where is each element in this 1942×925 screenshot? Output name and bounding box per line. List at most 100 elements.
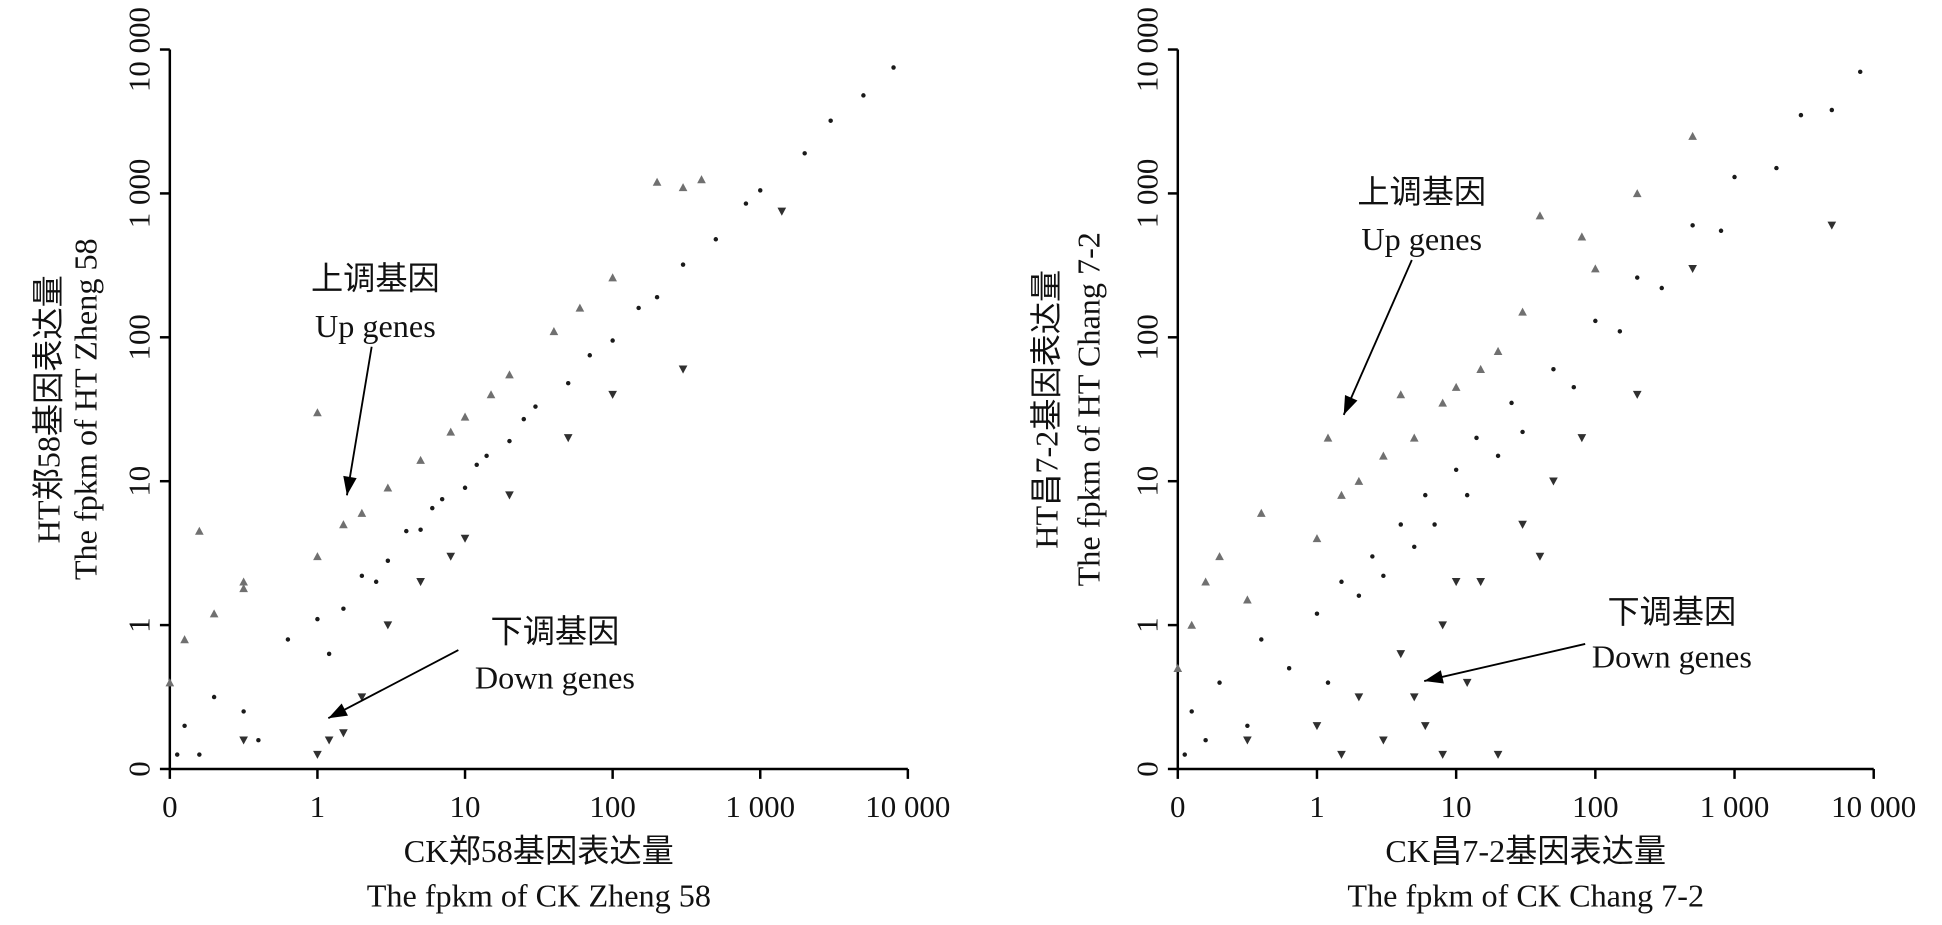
point: [180, 635, 189, 644]
point: [1688, 264, 1697, 273]
y-tick-label: 1: [122, 617, 157, 632]
arrow-line: [327, 649, 459, 720]
point: [1412, 544, 1417, 550]
point: [326, 651, 332, 657]
point: [1396, 390, 1406, 399]
point: [507, 438, 512, 444]
point: [1518, 520, 1527, 529]
point: [777, 207, 787, 216]
point: [239, 577, 248, 586]
point: [1354, 476, 1364, 485]
point: [1591, 264, 1600, 273]
point: [385, 558, 391, 563]
point: [1354, 693, 1364, 702]
point: [1381, 573, 1386, 579]
y-tick-label: 0: [122, 761, 157, 776]
point: [1493, 346, 1503, 355]
point: [1409, 693, 1419, 702]
point: [861, 93, 866, 98]
point: [1551, 367, 1556, 372]
point: [521, 416, 527, 422]
point: [446, 427, 456, 436]
point: [416, 578, 425, 587]
point: [239, 584, 248, 593]
arrow-line: [345, 346, 373, 496]
annotation: 下调基因: [1607, 594, 1736, 630]
y-tick-label: 1: [1130, 617, 1165, 632]
y-tick-label: 10 000: [122, 7, 157, 92]
point: [285, 637, 291, 642]
point: [486, 390, 496, 399]
point: [1462, 678, 1472, 687]
point: [1217, 680, 1222, 685]
x-tick-label: 0: [1170, 789, 1185, 824]
y-tick-label: 0: [1130, 761, 1165, 776]
point: [1243, 595, 1252, 604]
point: [1256, 508, 1266, 517]
annotation: 上调基因: [1357, 174, 1486, 210]
x-tick-label: 1 000: [725, 789, 795, 824]
point: [313, 750, 322, 759]
point: [1339, 579, 1344, 585]
point: [1718, 228, 1724, 234]
x-tick-label: 100: [1572, 789, 1618, 824]
arrow-line: [1342, 259, 1413, 416]
point: [828, 118, 833, 123]
y-axis-title: The fpkm of HT Zheng 58: [68, 238, 104, 580]
point: [1451, 578, 1461, 587]
point: [1312, 722, 1322, 731]
point: [678, 183, 688, 192]
y-tick-label: 10: [122, 466, 157, 497]
point: [1173, 663, 1183, 672]
point: [1423, 492, 1428, 498]
point: [1476, 578, 1486, 587]
arrow-line: [1424, 643, 1586, 682]
point: [1520, 429, 1525, 435]
point: [1323, 433, 1333, 442]
point: [533, 404, 538, 409]
point: [1798, 112, 1804, 118]
point: [1259, 637, 1264, 642]
point: [313, 552, 322, 561]
point: [256, 737, 261, 743]
annotation: Down genes: [475, 659, 635, 695]
x-tick-label: 10: [1441, 789, 1472, 824]
x-tick-label: 10 000: [865, 789, 950, 824]
y-tick-label: 100: [122, 314, 157, 360]
point: [565, 380, 571, 386]
point: [339, 729, 348, 738]
point: [416, 455, 425, 464]
y-axis-title: HT郑58基因表达量: [31, 275, 67, 543]
point: [182, 723, 187, 729]
y-tick-label: 10 000: [1130, 7, 1165, 92]
point: [174, 752, 180, 757]
point: [1409, 433, 1419, 442]
point: [1829, 107, 1835, 113]
y-tick-label: 1 000: [122, 159, 157, 229]
y-axis-title: HT昌7-2基因表达量: [1029, 270, 1065, 549]
point: [743, 201, 749, 206]
point: [505, 491, 514, 500]
point: [1688, 131, 1697, 140]
point: [1396, 650, 1406, 659]
point: [1690, 223, 1695, 228]
point: [1493, 750, 1503, 759]
point: [654, 294, 660, 300]
point: [697, 175, 706, 184]
point: [241, 709, 246, 714]
point: [1438, 398, 1448, 407]
y-axis-title: The fpkm of HT Chang 7-2: [1071, 232, 1107, 586]
arrow-head: [1424, 670, 1444, 684]
point: [197, 752, 202, 757]
annotation: 下调基因: [491, 614, 620, 650]
point: [1451, 382, 1461, 391]
annotation: 上调基因: [311, 261, 440, 297]
point: [680, 262, 686, 267]
point: [575, 303, 585, 312]
x-axis-title: CK昌7-2基因表达量: [1385, 833, 1666, 869]
point: [373, 579, 379, 585]
point: [1245, 723, 1250, 729]
point: [1182, 752, 1187, 757]
